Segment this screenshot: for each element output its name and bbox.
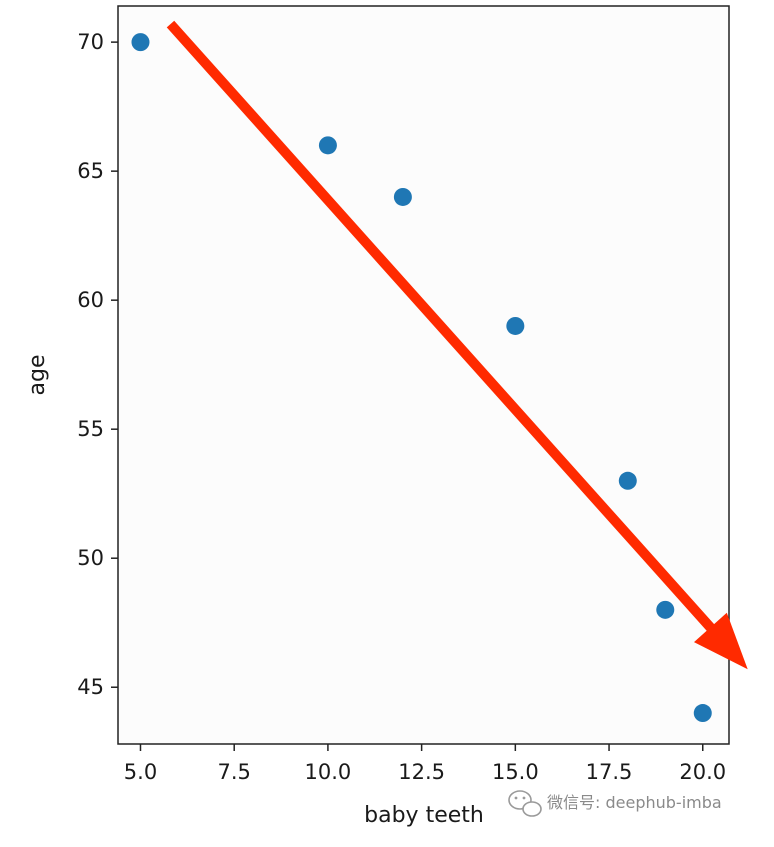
x-tick-label: 12.5 <box>398 760 445 784</box>
x-tick-label: 7.5 <box>217 760 250 784</box>
y-axis-label: age <box>25 355 50 396</box>
y-tick-label: 45 <box>77 675 104 699</box>
watermark-text: 微信号: deephub-imba <box>547 793 722 812</box>
data-point <box>618 471 637 490</box>
y-tick-label: 50 <box>77 546 104 570</box>
plot-area <box>117 5 730 745</box>
trend-arrow-shaft <box>166 20 717 634</box>
x-axis: 5.0 7.5 10.0 12.5 15.0 17.5 20.0 <box>124 744 726 784</box>
trend-arrow-head <box>694 612 748 670</box>
x-tick-label: 15.0 <box>492 760 539 784</box>
trend-annotation <box>166 20 748 670</box>
data-point <box>656 600 675 619</box>
y-tick-label: 60 <box>77 288 104 312</box>
x-tick-label: 17.5 <box>586 760 633 784</box>
data-point <box>318 136 337 155</box>
data-point <box>506 316 525 335</box>
x-axis-label: baby teeth <box>364 803 484 828</box>
y-tick-label: 65 <box>77 159 104 183</box>
wechat-icon <box>508 790 542 817</box>
x-tick-label: 5.0 <box>124 760 157 784</box>
y-axis: 45 50 55 60 65 70 <box>77 30 118 699</box>
y-tick-label: 70 <box>77 30 104 54</box>
x-tick-label: 20.0 <box>679 760 726 784</box>
y-tick-label: 55 <box>77 417 104 441</box>
data-point <box>131 33 150 52</box>
scatter-series <box>131 33 712 723</box>
watermark: 微信号: deephub-imba <box>508 790 722 817</box>
data-point <box>393 187 412 206</box>
x-tick-label: 10.0 <box>305 760 352 784</box>
data-point <box>693 704 712 723</box>
